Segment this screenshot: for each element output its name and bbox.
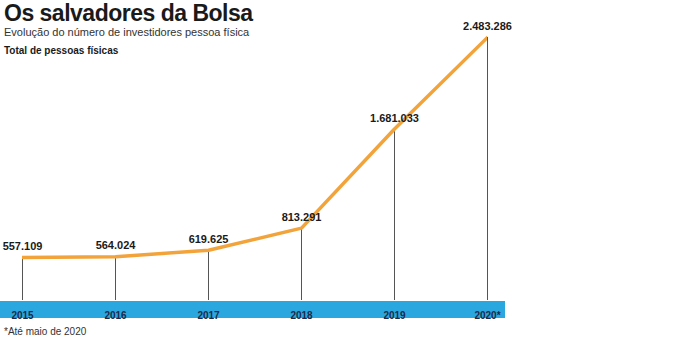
html-text:*Até maio de 2020: *Até maio de 2020 <box>4 326 87 337</box>
svg-text:1.681.033: 1.681.033 <box>370 112 419 124</box>
svg-text:2019: 2019 <box>383 310 406 321</box>
html-text:Total de pessoas físicas: Total de pessoas físicas <box>4 45 119 56</box>
svg-text:2018: 2018 <box>290 310 313 321</box>
svg-text:2015: 2015 <box>11 310 34 321</box>
svg-text:2020*: 2020* <box>474 310 500 321</box>
svg-text:813.291: 813.291 <box>282 211 322 223</box>
svg-text:2016: 2016 <box>104 310 127 321</box>
svg-text:619.625: 619.625 <box>189 233 229 245</box>
svg-text:564.024: 564.024 <box>96 239 137 251</box>
svg-text:2017: 2017 <box>197 310 220 321</box>
html-text:Evolução do número de investid: Evolução do número de investidores pesso… <box>4 26 250 38</box>
html-text:Os salvadores da Bolsa: Os salvadores da Bolsa <box>4 0 253 26</box>
svg-text:2.483.286: 2.483.286 <box>463 20 512 32</box>
svg-text:557.109: 557.109 <box>3 240 43 252</box>
